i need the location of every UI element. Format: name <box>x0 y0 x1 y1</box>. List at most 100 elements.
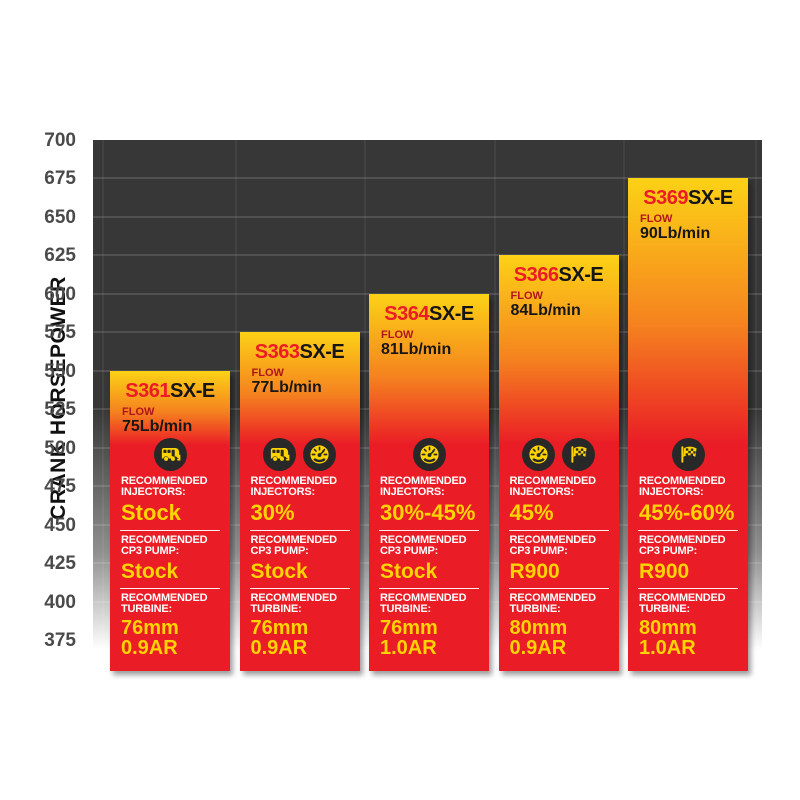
injectors-section: RECOMMENDED INJECTORS: 45% <box>499 472 619 524</box>
turbine-section: RECOMMENDED TURBINE: 80mm 0.9AR <box>499 589 619 658</box>
bar-specs: RECOMMENDED INJECTORS: Stock RECOMMENDED CP3… <box>110 438 230 671</box>
gauge-icon <box>303 438 336 472</box>
y-tick-label: 400 <box>44 591 76 613</box>
model-series: SX-E <box>558 264 604 287</box>
section-divider <box>249 587 350 589</box>
injectors-header: RECOMMENDED INJECTORS: <box>121 474 208 499</box>
model-number: S361 <box>125 379 171 402</box>
section-divider <box>638 529 738 531</box>
injectors-section: RECOMMENDED INJECTORS: 30% <box>240 472 360 524</box>
y-tick-label: 525 <box>44 399 76 421</box>
usage-icons-row <box>369 438 489 472</box>
model-series: SX-E <box>688 187 733 210</box>
section-divider <box>508 587 609 589</box>
cp3-pump-value: R900 <box>639 559 690 583</box>
section-divider <box>379 587 479 589</box>
h-gridline <box>93 215 762 218</box>
cp3-pump-header: RECOMMENDED CP3 PUMP: <box>380 533 467 558</box>
model-number: S364 <box>384 302 430 325</box>
injectors-value: 45%-60% <box>639 499 735 525</box>
model-series: SX-E <box>299 341 345 364</box>
model-number: S366 <box>513 264 559 287</box>
injectors-header: RECOMMENDED INJECTORS: <box>509 474 597 499</box>
turbine-value: 80mm 0.9AR <box>509 616 568 659</box>
cp3-pump-section: RECOMMENDED CP3 PUMP: Stock <box>110 531 230 582</box>
v-gridline <box>364 140 367 655</box>
section-divider <box>638 587 738 589</box>
turbine-section: RECOMMENDED TURBINE: 76mm 1.0AR <box>369 589 489 658</box>
v-gridline <box>755 140 757 655</box>
bar-s369sx-e: S369SX-E FLOW 90Lb/min RECOMMENDED INJECTORS… <box>628 178 748 671</box>
model-name: S364SX-E <box>369 294 489 326</box>
usage-icons-row <box>628 438 748 472</box>
flow-label: FLOW <box>640 213 673 226</box>
turbine-header: RECOMMENDED TURBINE: <box>639 591 726 616</box>
flow-value: 90Lb/min <box>640 225 711 243</box>
injectors-section: RECOMMENDED INJECTORS: 45%-60% <box>628 472 748 524</box>
injectors-section: RECOMMENDED INJECTORS: 30%-45% <box>369 472 489 524</box>
v-gridline <box>101 140 104 655</box>
model-number: S363 <box>254 341 300 364</box>
model-number: S369 <box>643 187 689 210</box>
bar-specs: RECOMMENDED INJECTORS: 45%-60% RECOMMENDED C… <box>628 438 748 671</box>
cp3-pump-section: RECOMMENDED CP3 PUMP: R900 <box>499 531 619 582</box>
gauge-icon <box>412 438 446 472</box>
cp3-pump-header: RECOMMENDED CP3 PUMP: <box>639 533 726 558</box>
y-tick-label: 425 <box>44 553 76 575</box>
turbine-section: RECOMMENDED TURBINE: 76mm 0.9AR <box>240 589 360 658</box>
turbine-value: 76mm 0.9AR <box>250 616 309 659</box>
h-gridline <box>93 177 762 180</box>
y-tick-label: 625 <box>44 245 76 267</box>
y-tick-label: 375 <box>44 629 76 651</box>
model-name: S363SX-E <box>240 332 360 364</box>
section-divider <box>249 529 350 531</box>
flow-block: FLOW 84Lb/min <box>499 287 619 320</box>
cp3-pump-header: RECOMMENDED CP3 PUMP: <box>250 533 338 558</box>
flow-block: FLOW 90Lb/min <box>628 210 748 243</box>
bar-s361sx-e: S361SX-E FLOW 75Lb/min RECOMMENDED INJECTORS… <box>110 370 230 671</box>
flow-label: FLOW <box>251 367 284 380</box>
turbine-header: RECOMMENDED TURBINE: <box>380 591 467 616</box>
y-tick-label: 675 <box>44 168 76 190</box>
flow-block: FLOW 81Lb/min <box>369 326 489 359</box>
injectors-section: RECOMMENDED INJECTORS: Stock <box>110 472 230 524</box>
bar-specs: RECOMMENDED INJECTORS: 30% RECOMMENDED CP3 P… <box>240 438 360 671</box>
injectors-value: 30% <box>250 499 295 525</box>
flow-block: FLOW 75Lb/min <box>110 403 230 436</box>
model-series: SX-E <box>170 379 215 402</box>
section-divider <box>508 529 609 531</box>
cp3-pump-value: Stock <box>250 559 308 583</box>
y-tick-label: 700 <box>44 130 76 151</box>
usage-icons-row <box>110 438 230 472</box>
y-tick-label: 475 <box>44 476 76 498</box>
flow-label: FLOW <box>381 328 414 341</box>
gauge-icon <box>522 438 555 472</box>
camper-icon <box>153 438 187 472</box>
cp3-pump-section: RECOMMENDED CP3 PUMP: Stock <box>369 531 489 582</box>
turbine-header: RECOMMENDED TURBINE: <box>250 591 338 616</box>
flow-value: 84Lb/min <box>510 302 581 320</box>
bar-s364sx-e: S364SX-E FLOW 81Lb/min RECOMMENDED INJECTORS… <box>369 293 489 671</box>
model-name: S361SX-E <box>110 371 230 403</box>
cp3-pump-value: Stock <box>121 559 179 583</box>
model-name: S366SX-E <box>499 255 619 287</box>
injectors-header: RECOMMENDED INJECTORS: <box>380 474 467 499</box>
bar-s363sx-e: S363SX-E FLOW 77Lb/min RECOMMENDED INJECTORS… <box>239 332 360 671</box>
turbine-section: RECOMMENDED TURBINE: 80mm 1.0AR <box>628 589 748 658</box>
h-gridline <box>93 254 762 257</box>
flow-value: 75Lb/min <box>122 417 193 435</box>
cp3-pump-value: Stock <box>380 559 438 583</box>
bar-s366sx-e: S366SX-E FLOW 84Lb/min RECOMMENDED INJECTORS… <box>498 255 619 671</box>
cp3-pump-header: RECOMMENDED CP3 PUMP: <box>121 533 208 558</box>
cp3-pump-section: RECOMMENDED CP3 PUMP: Stock <box>240 531 360 582</box>
flow-block: FLOW 77Lb/min <box>240 364 360 397</box>
cp3-pump-section: RECOMMENDED CP3 PUMP: R900 <box>628 531 748 582</box>
model-name: S369SX-E <box>628 178 748 210</box>
y-tick-label: 600 <box>44 283 76 305</box>
injectors-header: RECOMMENDED INJECTORS: <box>250 474 338 499</box>
v-gridline <box>234 140 237 655</box>
cp3-pump-value: R900 <box>509 559 560 583</box>
turbine-value: 80mm 1.0AR <box>639 616 697 659</box>
bar-specs: RECOMMENDED INJECTORS: 30%-45% RECOMMENDED C… <box>369 438 489 671</box>
